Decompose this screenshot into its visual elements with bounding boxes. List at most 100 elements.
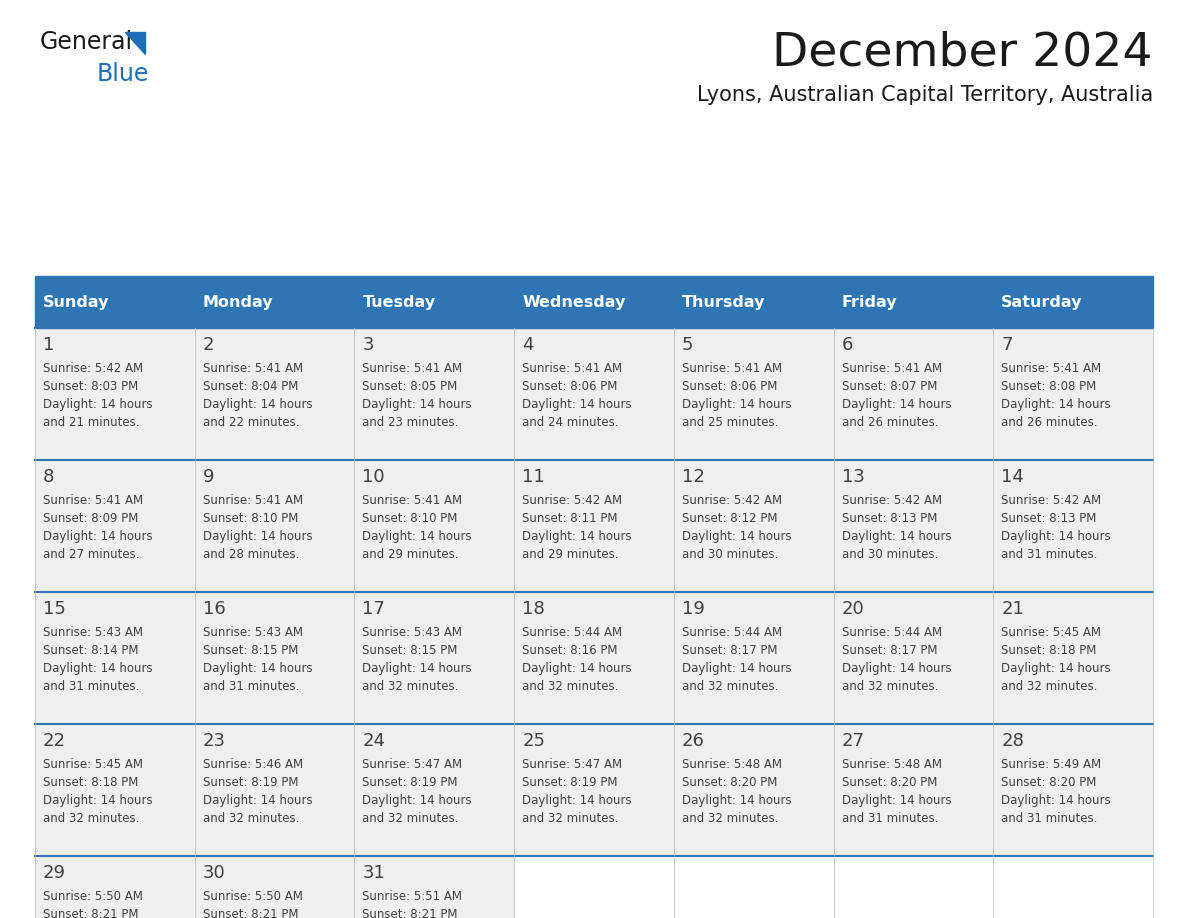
- Text: 18: 18: [523, 600, 545, 618]
- Bar: [354, 276, 514, 328]
- Text: Sunrise: 5:47 AM: Sunrise: 5:47 AM: [362, 758, 462, 771]
- Text: Sunrise: 5:50 AM: Sunrise: 5:50 AM: [43, 890, 143, 903]
- Bar: [195, 592, 354, 724]
- Text: Sunrise: 5:41 AM: Sunrise: 5:41 AM: [523, 362, 623, 375]
- Text: Sunset: 8:17 PM: Sunset: 8:17 PM: [682, 644, 777, 657]
- Text: Sunrise: 5:42 AM: Sunrise: 5:42 AM: [523, 494, 623, 507]
- Text: 13: 13: [841, 468, 865, 486]
- Text: 17: 17: [362, 600, 385, 618]
- Text: Sunset: 8:10 PM: Sunset: 8:10 PM: [203, 512, 298, 525]
- Text: and 25 minutes.: and 25 minutes.: [682, 416, 778, 429]
- Text: Sunset: 8:04 PM: Sunset: 8:04 PM: [203, 380, 298, 393]
- Text: and 22 minutes.: and 22 minutes.: [203, 416, 299, 429]
- Text: 29: 29: [43, 864, 67, 882]
- Bar: [834, 276, 993, 328]
- Bar: [993, 276, 1154, 328]
- Bar: [834, 592, 993, 724]
- Bar: [354, 592, 514, 724]
- Text: and 31 minutes.: and 31 minutes.: [841, 812, 939, 825]
- Text: Daylight: 14 hours: Daylight: 14 hours: [362, 662, 472, 675]
- Text: Daylight: 14 hours: Daylight: 14 hours: [682, 662, 791, 675]
- Text: and 32 minutes.: and 32 minutes.: [362, 680, 459, 693]
- Text: Sunrise: 5:42 AM: Sunrise: 5:42 AM: [682, 494, 782, 507]
- Text: Daylight: 14 hours: Daylight: 14 hours: [203, 530, 312, 543]
- Text: Sunrise: 5:43 AM: Sunrise: 5:43 AM: [362, 626, 462, 639]
- Text: Sunrise: 5:41 AM: Sunrise: 5:41 AM: [43, 494, 143, 507]
- Text: Sunrise: 5:44 AM: Sunrise: 5:44 AM: [523, 626, 623, 639]
- Text: Sunrise: 5:50 AM: Sunrise: 5:50 AM: [203, 890, 303, 903]
- Text: Daylight: 14 hours: Daylight: 14 hours: [43, 530, 152, 543]
- Bar: [514, 592, 674, 724]
- Text: Daylight: 14 hours: Daylight: 14 hours: [523, 662, 632, 675]
- Text: Sunset: 8:21 PM: Sunset: 8:21 PM: [203, 908, 298, 918]
- Text: and 31 minutes.: and 31 minutes.: [203, 680, 299, 693]
- Text: Daylight: 14 hours: Daylight: 14 hours: [841, 398, 952, 411]
- Text: Daylight: 14 hours: Daylight: 14 hours: [1001, 398, 1111, 411]
- Bar: [674, 724, 834, 856]
- Text: Sunset: 8:06 PM: Sunset: 8:06 PM: [682, 380, 777, 393]
- Text: 5: 5: [682, 336, 694, 354]
- Text: Sunrise: 5:44 AM: Sunrise: 5:44 AM: [682, 626, 782, 639]
- Text: 14: 14: [1001, 468, 1024, 486]
- Text: and 32 minutes.: and 32 minutes.: [841, 680, 939, 693]
- Text: Sunrise: 5:41 AM: Sunrise: 5:41 AM: [841, 362, 942, 375]
- Text: Daylight: 14 hours: Daylight: 14 hours: [1001, 662, 1111, 675]
- Text: Sunrise: 5:46 AM: Sunrise: 5:46 AM: [203, 758, 303, 771]
- Polygon shape: [125, 32, 145, 54]
- Bar: [993, 592, 1154, 724]
- Text: Daylight: 14 hours: Daylight: 14 hours: [43, 662, 152, 675]
- Text: 28: 28: [1001, 732, 1024, 750]
- Text: Sunrise: 5:51 AM: Sunrise: 5:51 AM: [362, 890, 462, 903]
- Text: Daylight: 14 hours: Daylight: 14 hours: [203, 662, 312, 675]
- Text: 10: 10: [362, 468, 385, 486]
- Text: Sunrise: 5:41 AM: Sunrise: 5:41 AM: [362, 362, 462, 375]
- Text: Sunset: 8:18 PM: Sunset: 8:18 PM: [1001, 644, 1097, 657]
- Text: 19: 19: [682, 600, 704, 618]
- Bar: [195, 276, 354, 328]
- Text: Monday: Monday: [203, 295, 273, 309]
- Text: and 28 minutes.: and 28 minutes.: [203, 548, 299, 561]
- Text: Sunrise: 5:49 AM: Sunrise: 5:49 AM: [1001, 758, 1101, 771]
- Bar: [354, 856, 514, 918]
- Text: General: General: [40, 30, 133, 54]
- Text: and 26 minutes.: and 26 minutes.: [841, 416, 939, 429]
- Text: Sunrise: 5:41 AM: Sunrise: 5:41 AM: [1001, 362, 1101, 375]
- Text: 12: 12: [682, 468, 704, 486]
- Text: Sunset: 8:12 PM: Sunset: 8:12 PM: [682, 512, 777, 525]
- Text: Daylight: 14 hours: Daylight: 14 hours: [43, 398, 152, 411]
- Bar: [514, 276, 674, 328]
- Text: Sunset: 8:16 PM: Sunset: 8:16 PM: [523, 644, 618, 657]
- Text: Sunset: 8:19 PM: Sunset: 8:19 PM: [203, 776, 298, 789]
- Text: Sunset: 8:15 PM: Sunset: 8:15 PM: [362, 644, 457, 657]
- Text: Sunset: 8:21 PM: Sunset: 8:21 PM: [362, 908, 457, 918]
- Text: Blue: Blue: [97, 62, 150, 86]
- Text: 25: 25: [523, 732, 545, 750]
- Text: Sunset: 8:07 PM: Sunset: 8:07 PM: [841, 380, 937, 393]
- Text: and 32 minutes.: and 32 minutes.: [203, 812, 299, 825]
- Text: Daylight: 14 hours: Daylight: 14 hours: [523, 398, 632, 411]
- Text: Daylight: 14 hours: Daylight: 14 hours: [841, 794, 952, 807]
- Text: 11: 11: [523, 468, 545, 486]
- Text: Sunrise: 5:48 AM: Sunrise: 5:48 AM: [841, 758, 942, 771]
- Text: Daylight: 14 hours: Daylight: 14 hours: [682, 398, 791, 411]
- Bar: [34, 460, 195, 592]
- Text: 4: 4: [523, 336, 533, 354]
- Text: 22: 22: [43, 732, 67, 750]
- Text: 21: 21: [1001, 600, 1024, 618]
- Text: Daylight: 14 hours: Daylight: 14 hours: [1001, 530, 1111, 543]
- Text: and 32 minutes.: and 32 minutes.: [682, 680, 778, 693]
- Text: 20: 20: [841, 600, 865, 618]
- Bar: [834, 856, 993, 918]
- Text: Sunset: 8:10 PM: Sunset: 8:10 PM: [362, 512, 457, 525]
- Text: Sunrise: 5:42 AM: Sunrise: 5:42 AM: [1001, 494, 1101, 507]
- Bar: [993, 856, 1154, 918]
- Text: Sunset: 8:03 PM: Sunset: 8:03 PM: [43, 380, 138, 393]
- Text: Sunrise: 5:44 AM: Sunrise: 5:44 AM: [841, 626, 942, 639]
- Bar: [834, 328, 993, 460]
- Text: Daylight: 14 hours: Daylight: 14 hours: [362, 794, 472, 807]
- Text: Sunset: 8:17 PM: Sunset: 8:17 PM: [841, 644, 937, 657]
- Text: and 31 minutes.: and 31 minutes.: [1001, 812, 1098, 825]
- Text: Sunset: 8:20 PM: Sunset: 8:20 PM: [682, 776, 777, 789]
- Bar: [674, 592, 834, 724]
- Bar: [195, 856, 354, 918]
